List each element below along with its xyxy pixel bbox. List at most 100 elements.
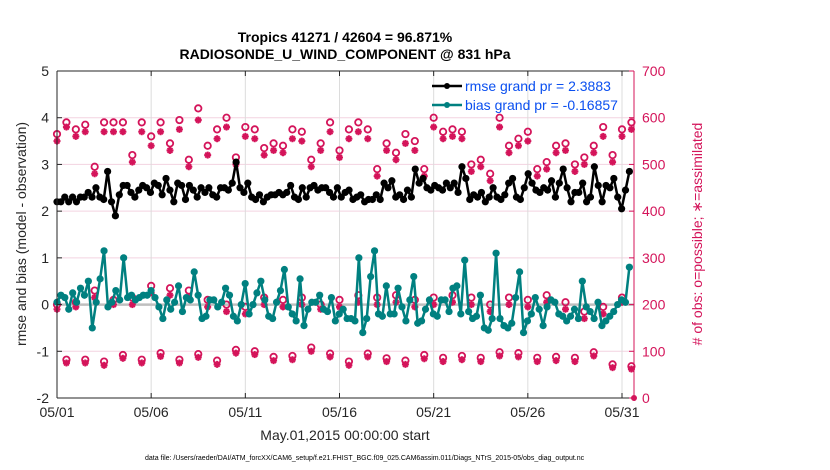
obs-count-markers xyxy=(52,104,637,401)
assimilated-marker xyxy=(354,128,362,136)
assimilated-marker xyxy=(533,358,541,366)
assimilated-marker xyxy=(383,146,391,154)
legend: rmse grand pr = 2.3883 bias grand pr = -… xyxy=(432,78,618,113)
rmse-point xyxy=(193,193,201,201)
assimilated-marker-stroke xyxy=(251,135,258,142)
rmse-point xyxy=(376,195,384,204)
assimilated-marker-stroke xyxy=(270,147,277,154)
assimilated-marker-stroke xyxy=(242,133,249,140)
rmse-point xyxy=(516,195,524,204)
assimilated-marker-stroke xyxy=(562,147,569,154)
assimilated-marker xyxy=(62,359,70,367)
assimilated-marker xyxy=(270,146,278,154)
bias-point xyxy=(171,298,179,306)
assimilated-marker-stroke xyxy=(439,135,447,142)
assimilated-marker xyxy=(288,135,296,143)
bias-point xyxy=(120,254,128,262)
assimilated-marker xyxy=(232,349,240,357)
possible-marker xyxy=(542,157,551,167)
assimilated-marker-stroke xyxy=(119,128,127,135)
rmse-point xyxy=(158,191,166,199)
assimilated-marker-stroke xyxy=(129,158,136,166)
bias-point xyxy=(61,293,69,302)
bias-point xyxy=(574,314,583,323)
bias-point xyxy=(590,314,598,323)
assimilated-marker-stroke xyxy=(383,147,390,154)
y-right-tick-label: 600 xyxy=(642,110,666,126)
possible-marker xyxy=(307,155,316,164)
x-tick-label: 05/26 xyxy=(510,404,545,420)
rmse-point xyxy=(287,181,295,190)
possible-marker xyxy=(363,125,372,134)
possible-marker xyxy=(542,291,551,300)
possible-marker xyxy=(495,113,504,122)
bias-point xyxy=(351,317,359,325)
bias-point xyxy=(233,317,241,325)
rmse-point xyxy=(485,193,493,201)
assimilated-marker-stroke xyxy=(289,135,296,142)
bias-point xyxy=(331,317,339,325)
bias-point xyxy=(359,329,367,337)
assimilated-marker-stroke xyxy=(166,147,174,154)
possible-marker xyxy=(250,125,259,134)
y-right-tick-label: 100 xyxy=(642,343,666,359)
assimilated-marker xyxy=(467,167,475,175)
rmse-point xyxy=(283,188,291,197)
bias-point xyxy=(280,265,288,274)
possible-marker xyxy=(627,118,636,127)
bias-point xyxy=(472,312,481,320)
assimilated-marker xyxy=(458,135,466,143)
bias-point xyxy=(218,298,226,306)
assimilated-marker-stroke xyxy=(91,170,98,177)
assimilated-marker xyxy=(599,132,607,140)
assimilated-marker-stroke xyxy=(590,352,597,360)
y-right-tick-label: 500 xyxy=(642,156,666,172)
possible-marker xyxy=(156,118,165,127)
assimilated-marker xyxy=(496,123,504,131)
possible-marker xyxy=(467,160,476,169)
bias-point xyxy=(488,314,496,323)
assimilated-marker-stroke xyxy=(562,306,569,313)
bias-point xyxy=(327,293,336,302)
possible-marker xyxy=(617,125,627,134)
bias-point xyxy=(433,312,441,320)
possible-marker xyxy=(316,139,325,148)
assimilated-marker xyxy=(609,364,617,372)
assimilated-marker xyxy=(119,128,127,136)
assimilated-marker-stroke xyxy=(524,137,531,145)
possible-marker xyxy=(476,155,485,164)
assimilated-marker-stroke xyxy=(590,149,597,156)
bias-point xyxy=(339,305,347,313)
possible-marker xyxy=(184,155,193,164)
assimilated-marker xyxy=(128,158,136,166)
x-tick-label: 05/11 xyxy=(228,404,262,420)
bias-point xyxy=(535,305,543,313)
y-tick-label: 0 xyxy=(41,297,49,313)
assimilated-marker xyxy=(62,123,70,131)
rmse-point xyxy=(407,193,415,201)
assimilated-marker-stroke xyxy=(213,135,221,142)
bias-point xyxy=(80,291,89,299)
rmse-point xyxy=(598,198,606,206)
rmse-point xyxy=(544,186,552,194)
possible-marker xyxy=(580,153,589,162)
y-right-tick-label: 0 xyxy=(642,390,650,406)
assimilated-marker xyxy=(373,172,381,180)
assimilated-marker xyxy=(194,353,202,361)
assimilated-marker xyxy=(213,360,221,368)
assimilated-marker xyxy=(251,351,259,359)
possible-marker xyxy=(109,118,118,127)
assimilated-marker-stroke xyxy=(326,353,334,361)
assimilated-marker xyxy=(241,132,249,140)
possible-marker xyxy=(90,162,99,171)
rmse-point xyxy=(107,198,116,206)
assimilated-marker xyxy=(100,128,108,136)
rmse-series xyxy=(53,158,634,220)
assimilated-marker-stroke xyxy=(439,358,447,365)
bias-point xyxy=(69,289,77,297)
assimilated-marker-stroke xyxy=(515,142,522,149)
bias-point xyxy=(108,298,116,306)
rmse-point xyxy=(154,181,162,190)
assimilated-marker xyxy=(72,132,80,140)
